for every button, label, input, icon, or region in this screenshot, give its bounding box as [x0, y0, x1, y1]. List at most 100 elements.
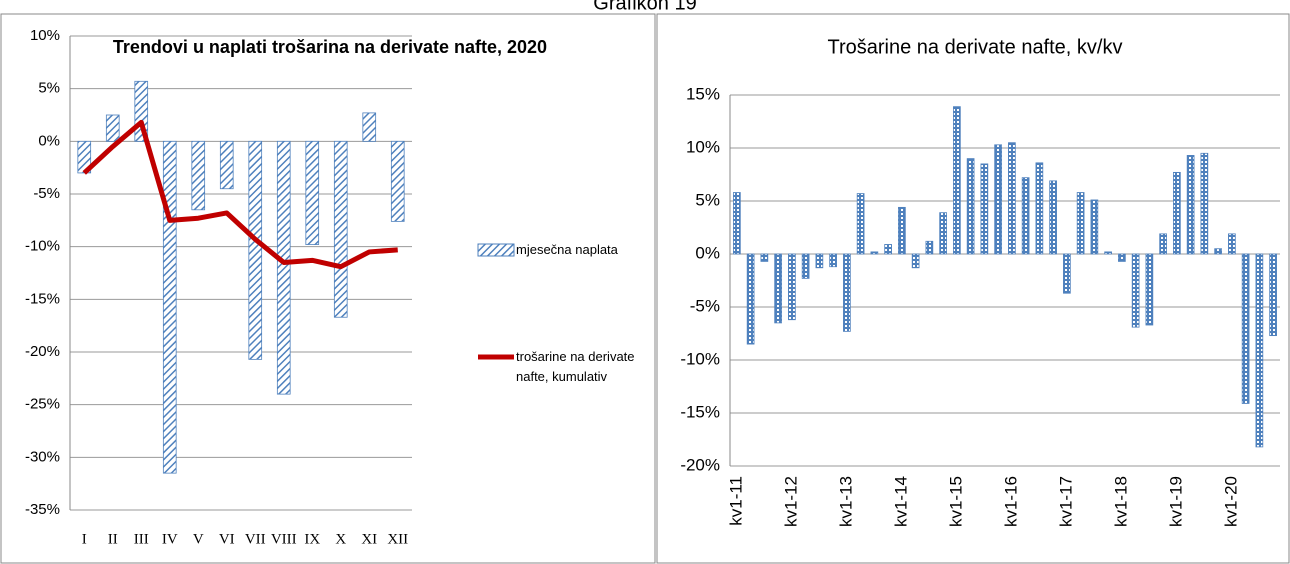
x-tick-label: IX: [304, 531, 320, 547]
x-tick-label: VI: [219, 531, 235, 547]
y-tick-label: -10%: [25, 238, 60, 255]
bar: [1118, 253, 1126, 262]
bar: [1090, 199, 1099, 255]
y-tick-label: 10%: [686, 137, 720, 156]
x-tick-label: kv1-13: [836, 476, 855, 527]
x-tick-label: XII: [387, 531, 408, 547]
x-tick-label: kv1-14: [891, 476, 910, 527]
bar: [898, 206, 906, 255]
bar: [1063, 253, 1071, 294]
bar: [801, 253, 810, 279]
bar: [980, 163, 989, 255]
bar: [856, 193, 865, 255]
bar: [105, 114, 120, 142]
x-tick-label: kv1-19: [1166, 476, 1185, 527]
x-tick-label: kv1-15: [946, 476, 965, 527]
bar: [191, 140, 206, 211]
x-tick-label: X: [335, 531, 346, 547]
x-tick-label: XI: [361, 531, 377, 547]
x-tick-label: II: [108, 531, 118, 547]
bar: [362, 112, 377, 142]
chart-title: Trošarine na derivate nafte, kv/kv: [828, 36, 1123, 58]
bar: [1131, 253, 1140, 328]
bar: [1035, 162, 1044, 255]
x-tick-label: IV: [162, 531, 178, 547]
y-tick-label: 0%: [695, 243, 720, 262]
line: [82, 119, 398, 270]
bar: [774, 253, 782, 324]
x-tick-label: VIII: [271, 531, 297, 547]
x-tick-label: kv1-17: [1056, 476, 1075, 527]
bar: [884, 244, 892, 255]
bar: [1145, 253, 1154, 326]
x-tick-label: V: [193, 531, 204, 547]
bar: [1008, 142, 1016, 255]
y-tick-label: -5%: [33, 185, 60, 202]
y-tick-label: -10%: [680, 349, 720, 368]
x-tick-label: VII: [245, 531, 266, 547]
bar: [390, 140, 405, 222]
bar: [1200, 152, 1209, 255]
bar: [1214, 248, 1222, 255]
bar: [1076, 192, 1085, 255]
bar: [1269, 253, 1277, 337]
bar: [276, 140, 291, 395]
bar: [911, 253, 920, 269]
legend-label: trošarine na derivate nafte, kumulativ: [516, 349, 635, 384]
x-tick-label: I: [82, 531, 87, 547]
bar: [760, 253, 769, 262]
y-tick-label: -25%: [25, 396, 60, 413]
y-tick-label: -15%: [680, 402, 720, 421]
right-panel: [656, 13, 1290, 564]
x-tick-label: kv1-12: [781, 476, 800, 527]
bar: [870, 251, 879, 255]
x-tick-label: kv1-18: [1111, 476, 1130, 527]
x-tick-label: III: [134, 531, 149, 547]
bar: [1049, 180, 1057, 255]
bar: [219, 140, 234, 190]
bar: [966, 158, 975, 255]
bar: [305, 140, 320, 245]
bar: [1104, 251, 1112, 255]
page-title: Grafikon 19: [593, 0, 696, 14]
bar: [1173, 171, 1181, 255]
bar: [746, 253, 755, 345]
y-tick-label: -15%: [25, 290, 60, 307]
bar: [733, 192, 741, 255]
left-panel: [0, 13, 656, 564]
bar: [1186, 155, 1195, 255]
y-tick-label: -5%: [690, 296, 720, 315]
legend-label: mjesečna naplata: [516, 242, 618, 257]
y-tick-label: -20%: [680, 455, 720, 474]
bar: [1228, 233, 1236, 255]
bar: [1021, 177, 1030, 255]
bar: [925, 240, 934, 255]
bar: [939, 212, 947, 255]
bar: [953, 106, 961, 255]
chart-title: Trendovi u naplati trošarina na derivate…: [113, 37, 547, 57]
bar: [788, 253, 796, 321]
x-tick-label: kv1-20: [1221, 476, 1240, 527]
y-tick-label: -30%: [25, 448, 60, 465]
bar: [815, 253, 824, 269]
y-tick-label: 10%: [30, 27, 60, 44]
bar: [1159, 233, 1167, 255]
legend-swatch: [477, 243, 515, 257]
bar: [829, 253, 837, 268]
y-tick-label: -20%: [25, 343, 60, 360]
bar: [843, 253, 851, 332]
bar: [1241, 253, 1250, 404]
y-tick-label: 15%: [686, 84, 720, 103]
bar: [994, 144, 1002, 255]
y-tick-label: 0%: [38, 132, 60, 149]
bar: [248, 140, 263, 360]
y-tick-label: 5%: [38, 80, 60, 97]
x-tick-label: kv1-11: [726, 476, 745, 526]
bar: [333, 140, 348, 318]
bar: [162, 140, 177, 474]
y-tick-label: -35%: [25, 501, 60, 518]
x-tick-label: kv1-16: [1001, 476, 1020, 527]
bar: [1255, 253, 1264, 448]
